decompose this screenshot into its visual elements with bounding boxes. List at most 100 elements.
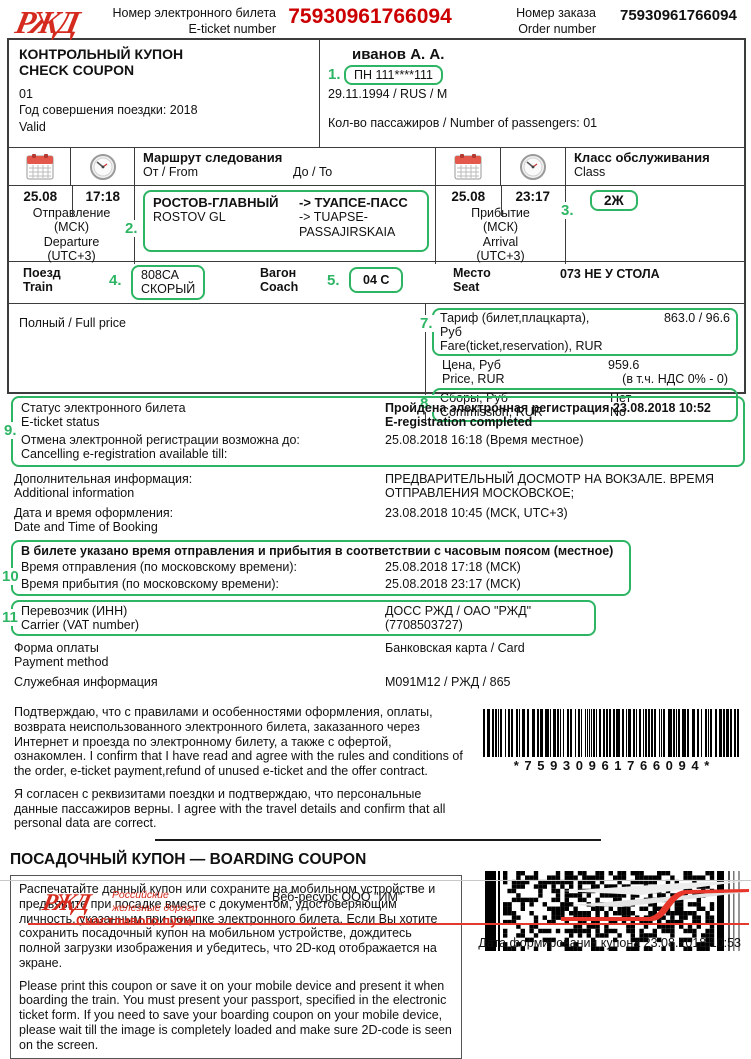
booking-value: 23.08.2018 10:45 (МСК, UTC+3) — [385, 506, 568, 520]
footer-swoosh-icon — [561, 881, 749, 921]
footer-slogan: Счастливого пути! — [76, 913, 197, 928]
additional-info-label: Дополнительная информация: Additional in… — [14, 472, 193, 500]
barcode-1d-bars — [483, 709, 739, 757]
train-row: Поезд Train 4. 808СА СКОРЫЙ Вагон Coach … — [9, 262, 744, 304]
departure-time: 17:18 — [85, 189, 121, 204]
annotation-9: 9. — [3, 422, 18, 439]
check-coupon-lines: 01 Год совершения поездки: 2018 Valid — [19, 87, 198, 134]
from-station-ru: РОСТОВ-ГЛАВНЫЙ — [153, 195, 279, 210]
confirmation-paragraph-1: Подтверждаю, что с правилами и особеннос… — [14, 705, 463, 778]
timezone-box: 10 В билете указано время отправления и … — [1, 540, 631, 596]
annotation-4: 4. — [109, 272, 122, 289]
tariff-label: Тариф (билет,плацкарта), Руб Fare(ticket… — [440, 311, 603, 353]
msk-departure-value: 25.08.2018 17:18 (МСК) — [385, 560, 521, 574]
to-station-ru: -> ТУАПСЕ-ПАСС — [299, 195, 408, 210]
msk-arrival-label: Время прибытия (по московскому времени): — [21, 577, 279, 591]
price-label: Цена, Руб Price, RUR — [442, 358, 505, 386]
fees-box: 8. Сборы, Руб Commission, RUR Нет No — [419, 388, 738, 422]
status-value: Пройдена электронная регистрация 23.08.2… — [385, 401, 711, 429]
annotation-5: 5. — [327, 272, 340, 289]
order-number-value: 75930961766094 — [620, 7, 737, 24]
status-label: Статус электронного билета E-ticket stat… — [21, 401, 186, 429]
arrival-time: 23:17 — [515, 189, 551, 204]
additional-info-value: ПРЕДВАРИТЕЛЬНЫЙ ДОСМОТР НА ВОКЗАЛЕ. ВРЕМ… — [385, 472, 715, 500]
route-value-cell: 2. РОСТОВ-ГЛАВНЫЙ ROSTOV GL -> ТУАПСЕ-ПА… — [124, 186, 436, 264]
eticket-number-value: 75930961766094 — [288, 5, 452, 28]
carrier-value: ДОСС РЖД / ОАО "РЖД" (7708503727) — [385, 604, 532, 632]
annotation-3: 3. — [560, 202, 575, 219]
section-divider — [155, 839, 601, 841]
train-number: 808СА СКОРЫЙ — [131, 265, 206, 300]
confirmation-paragraph-2: Я согласен с реквизитами поездки и подтв… — [14, 786, 446, 831]
service-info-label: Служебная информация — [14, 675, 158, 689]
rzd-footer-logo-icon: РЖД — [39, 889, 95, 916]
msk-arrival-value: 25.08.2018 23:17 (МСК) — [385, 577, 521, 591]
annotation-10: 10 — [1, 568, 20, 585]
payment-value: Банковская карта / Card — [385, 641, 525, 655]
coach-number: 04 С — [349, 267, 404, 294]
footer-web-resource: Веб-ресурс ООО "ИМ" — [272, 890, 403, 904]
class-label-ru: Класс обслуживания — [574, 150, 710, 165]
class-value-cell: 3. 2Ж — [560, 186, 744, 264]
route-box: РОСТОВ-ГЛАВНЫЙ ROSTOV GL -> ТУАПСЕ-ПАСС … — [143, 190, 429, 252]
arrival-caption: Прибытие (МСК) Arrival (UTC+3) — [471, 206, 530, 264]
annotation-11: 11 — [1, 609, 19, 626]
barcode-1d: * 7 5 9 3 0 9 6 1 7 6 6 0 9 4 * — [481, 709, 743, 773]
to-label: До / To — [293, 165, 333, 179]
timezone-header: В билете указано время отправления и при… — [21, 544, 614, 558]
class-label-en: Class — [574, 165, 606, 179]
fare-type: Полный / Full price — [19, 316, 126, 330]
departure-calendar-icon — [9, 148, 71, 185]
fees-label: Сборы, Руб Commission, RUR — [440, 391, 543, 419]
route-header-cell: Маршрут следования От / From До / To — [135, 148, 436, 185]
arrival-calendar-icon — [436, 148, 501, 185]
passenger-cell: иванов А. А. 1. ПН 111****111 29.11.1994… — [320, 40, 744, 147]
price-vat: (в т.ч. НДС 0% - 0) — [622, 372, 728, 386]
route-title: Маршрут следования — [143, 150, 283, 165]
fare-type-cell: Полный / Full price — [9, 304, 426, 424]
tariff-box: 7. Тариф (билет,плацкарта), Руб Fare(tic… — [419, 308, 738, 356]
footer-red-line — [28, 923, 749, 925]
rzd-logo-icon: РЖД — [11, 4, 84, 40]
footer-brand-text: Российские железные дороги — [112, 889, 198, 914]
to-station-en: -> TUAPSE-PASSAJIRSKAIA — [299, 210, 396, 239]
fees-value: Нет No — [610, 391, 632, 419]
info-rows: Дополнительная информация: Additional in… — [0, 467, 751, 534]
departure-clock-icon — [71, 148, 135, 185]
from-station-en: ROSTOV GL — [153, 210, 226, 224]
passenger-name: иванов А. А. — [352, 46, 445, 63]
annotation-1: 1. — [328, 66, 341, 83]
departure-cell: 25.08 17:18 Отправление (МСК) Departure … — [9, 186, 135, 264]
annotation-7: 7. — [419, 315, 434, 332]
price-value: 959.6 — [608, 358, 640, 372]
tariff-value: 863.0 / 96.6 — [663, 311, 730, 325]
boarding-title: ПОСАДОЧНЫЙ КУПОН — BOARDING COUPON — [10, 851, 367, 868]
msk-departure-label: Время отправления (по московскому времен… — [21, 560, 297, 574]
passenger-details: 29.11.1994 / RUS / M — [328, 87, 448, 101]
cancel-value: 25.08.2018 16:18 (Время местное) — [385, 433, 584, 447]
train-label: Поезд Train — [23, 266, 61, 295]
booking-label: Дата и время оформления: Date and Time o… — [14, 506, 174, 534]
ticket-table: КОНТРОЛЬНЫЙ КУПОН CHECK COUPON 01 Год со… — [7, 38, 746, 424]
annotation-2: 2. — [124, 220, 139, 237]
carrier-label: Перевозчик (ИНН) Carrier (VAT number) — [21, 604, 140, 632]
annotation-8: 8. — [419, 395, 434, 412]
class-value: 2Ж — [590, 190, 638, 211]
arrival-cell: 25.08 23:17 Прибытие (МСК) Arrival (UTC+… — [436, 186, 566, 264]
barcode-1d-digits: * 7 5 9 3 0 9 6 1 7 6 6 0 9 4 * — [513, 758, 711, 773]
payment-rows: Форма оплаты Payment method Банковская к… — [0, 636, 751, 689]
order-number-label: Номер заказа Order number — [516, 6, 596, 36]
check-coupon-cell: КОНТРОЛЬНЫЙ КУПОН CHECK COUPON 01 Год со… — [9, 40, 320, 147]
carrier-box: 11 Перевозчик (ИНН) Carrier (VAT number)… — [1, 600, 596, 636]
footer: РЖД Российские железные дороги Счастливо… — [0, 880, 751, 930]
passenger-count: Кол-во пассажиров / Number of passengers… — [328, 116, 598, 131]
boarding-text-ru: Распечатайте данный купон или сохраните … — [19, 882, 438, 970]
departure-caption: Отправление (МСК) Departure (UTC+3) — [33, 206, 111, 264]
arrival-date: 25.08 — [451, 189, 486, 204]
from-label: От / From — [143, 165, 199, 179]
eticket-number-label: Номер электронного билета E-ticket numbe… — [112, 6, 276, 36]
svg-text:РЖД: РЖД — [11, 4, 84, 40]
barcode-2d — [485, 871, 740, 951]
departure-date: 25.08 — [23, 189, 58, 204]
coupon-formed-date: Дата формирования купона 23.08.2018 10:5… — [478, 936, 741, 950]
